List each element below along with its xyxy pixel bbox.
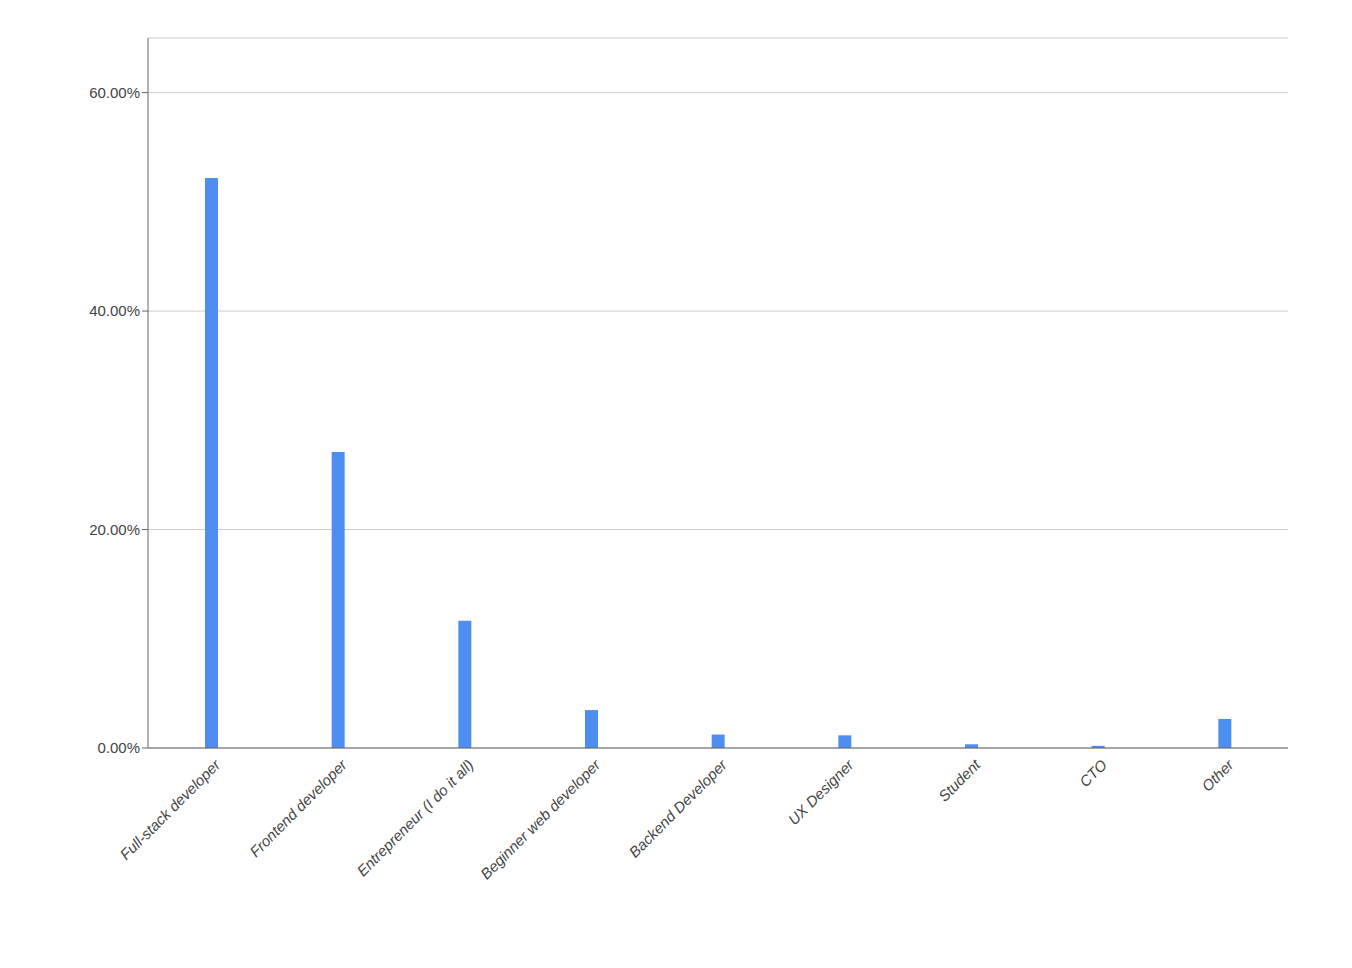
svg-text:Other: Other bbox=[1198, 755, 1237, 794]
svg-text:0.00%: 0.00% bbox=[97, 739, 140, 756]
svg-text:Student: Student bbox=[935, 755, 984, 804]
svg-text:Full-stack developer: Full-stack developer bbox=[116, 755, 224, 863]
svg-text:60.00%: 60.00% bbox=[89, 84, 140, 101]
svg-text:UX Designer: UX Designer bbox=[785, 755, 858, 828]
svg-text:CTO: CTO bbox=[1076, 756, 1110, 790]
svg-text:Backend Developer: Backend Developer bbox=[625, 755, 730, 860]
svg-text:Frontend developer: Frontend developer bbox=[246, 755, 351, 860]
svg-text:Entrepreneur (I do it all): Entrepreneur (I do it all) bbox=[353, 756, 476, 879]
svg-text:20.00%: 20.00% bbox=[89, 521, 140, 538]
svg-text:Beginner web developer: Beginner web developer bbox=[477, 755, 604, 882]
svg-text:40.00%: 40.00% bbox=[89, 302, 140, 319]
